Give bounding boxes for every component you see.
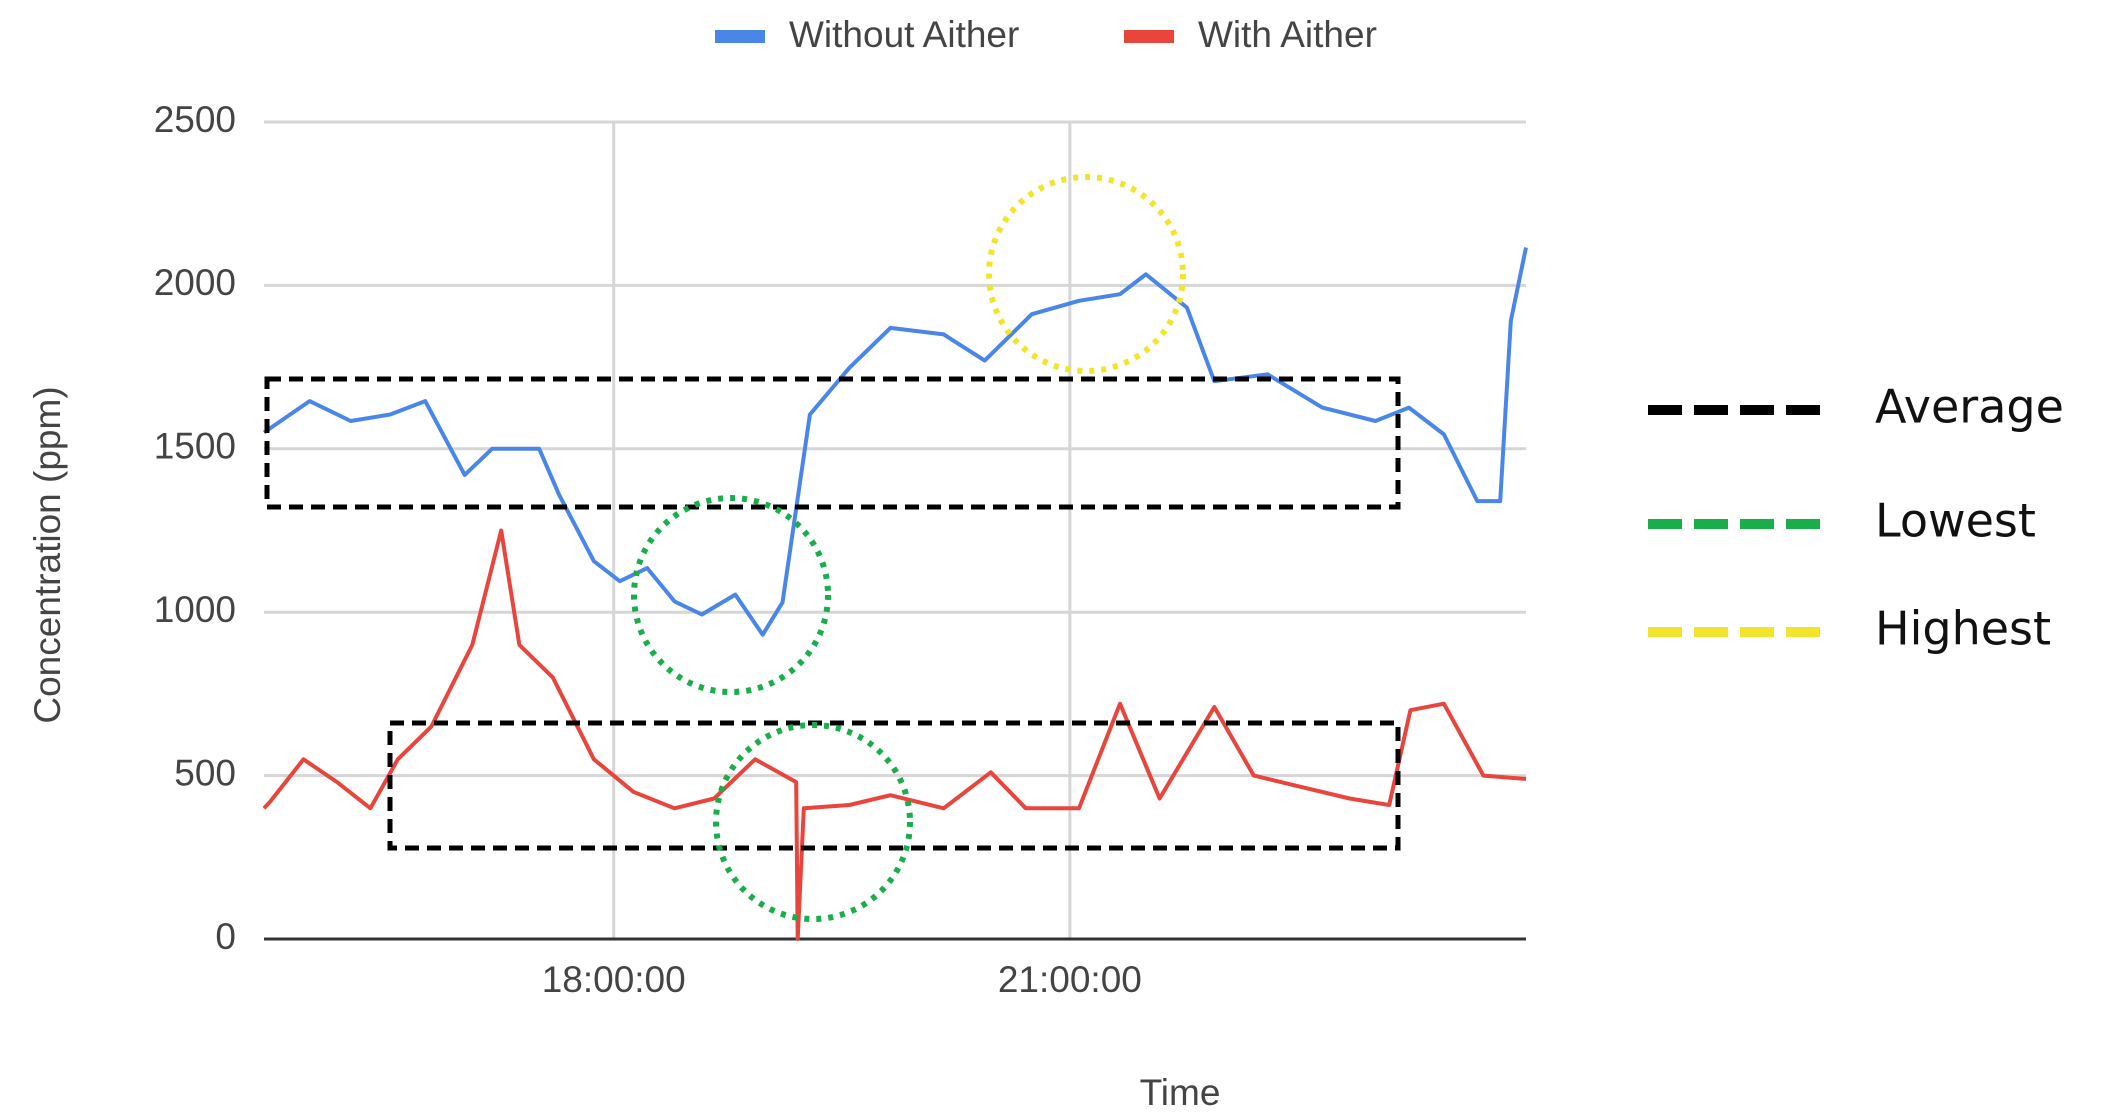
- series-line: [262, 247, 1528, 637]
- x-tick-label: 18:00:00: [542, 959, 686, 1000]
- legend-swatch: [1124, 30, 1174, 43]
- annotation-label: Highest: [1875, 602, 2051, 656]
- legend-swatch: [715, 30, 765, 43]
- average-box: [387, 720, 1401, 851]
- y-tick-label: 2500: [154, 99, 236, 140]
- annotation-label: Lowest: [1875, 494, 2036, 548]
- y-tick-label: 2000: [154, 262, 236, 303]
- legend-label: With Aither: [1198, 14, 1377, 55]
- series-line: [262, 528, 1527, 941]
- x-axis-title: Time: [1140, 1072, 1221, 1113]
- y-tick-label: 1000: [154, 589, 236, 630]
- lowest-circle: [713, 722, 913, 922]
- y-tick-label: 1500: [154, 426, 236, 467]
- highest-circle: [986, 174, 1186, 374]
- annotation-legend: Average Lowest Highest: [1648, 380, 2064, 656]
- y-tick-label: 500: [174, 752, 236, 793]
- y-axis-title: Concentration (ppm): [27, 386, 68, 723]
- annotation-shapes: [264, 174, 1401, 922]
- y-tick-label: 0: [215, 916, 236, 957]
- average-box: [264, 376, 1401, 510]
- x-tick-label: 21:00:00: [998, 959, 1142, 1000]
- lowest-circle: [631, 495, 831, 695]
- legend-label: Without Aither: [789, 14, 1019, 55]
- annotation-label: Average: [1875, 380, 2064, 434]
